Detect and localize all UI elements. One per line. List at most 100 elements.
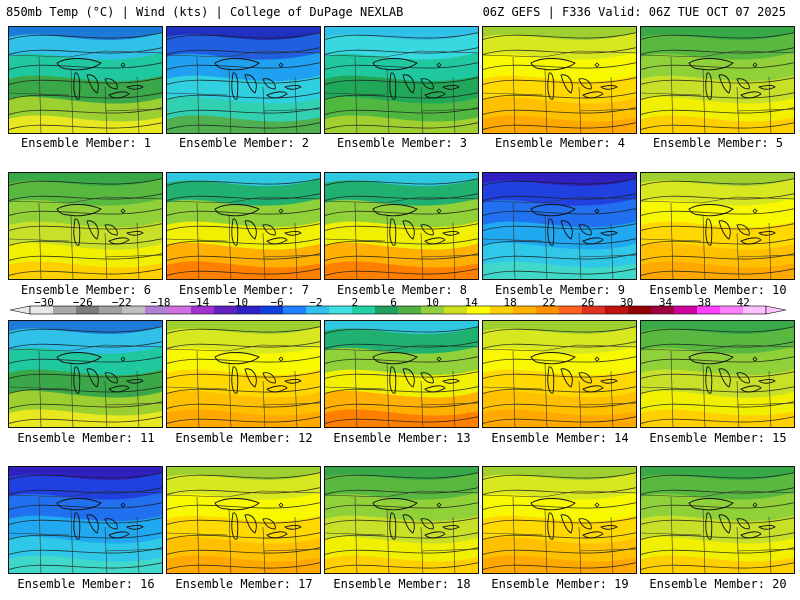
ensemble-member-label: Ensemble Member: 11 bbox=[17, 431, 155, 445]
colorbar-segment bbox=[720, 306, 744, 314]
temperature-field-map bbox=[483, 27, 636, 133]
ensemble-map-panel bbox=[640, 466, 795, 574]
colorbar-segment bbox=[99, 306, 123, 314]
ensemble-map-panel bbox=[8, 172, 163, 280]
ensemble-member-label: Ensemble Member: 1 bbox=[20, 136, 152, 150]
colorbar-segment bbox=[513, 306, 537, 314]
ensemble-map-panel bbox=[640, 172, 795, 280]
ensemble-map-panel bbox=[482, 172, 637, 280]
colorbar-tick: −22 bbox=[111, 296, 132, 309]
colorbar-segment bbox=[237, 306, 261, 314]
colorbar-segment bbox=[651, 306, 675, 314]
colorbar-tick: −10 bbox=[228, 296, 249, 309]
colorbar-segment bbox=[674, 306, 698, 314]
colorbar-tick: −30 bbox=[34, 296, 54, 309]
ensemble-map-panel bbox=[166, 26, 321, 134]
ensemble-map-panel bbox=[324, 26, 479, 134]
colorbar-tick: 10 bbox=[425, 296, 440, 309]
colorbar-segment bbox=[628, 306, 652, 314]
ensemble-map-panel bbox=[482, 466, 637, 574]
colorbar-segment bbox=[375, 306, 399, 314]
ensemble-map-panel bbox=[8, 320, 163, 428]
ensemble-map-panel bbox=[166, 320, 321, 428]
colorbar-segment bbox=[467, 306, 491, 314]
ensemble-member-label: Ensemble Member: 16 bbox=[17, 577, 155, 591]
colorbar-tick: −18 bbox=[150, 296, 171, 309]
ensemble-member-label: Ensemble Member: 6 bbox=[20, 283, 152, 297]
colorbar-segment bbox=[145, 306, 169, 314]
ensemble-map-panel bbox=[166, 466, 321, 574]
colorbar-tick: 18 bbox=[503, 296, 517, 309]
colorbar-segment bbox=[490, 306, 514, 314]
colorbar-tick: −14 bbox=[189, 296, 210, 309]
colorbar-segment bbox=[306, 306, 330, 314]
colorbar-segment bbox=[605, 306, 629, 314]
colorbar-segment bbox=[283, 306, 307, 314]
temperature-field-map bbox=[325, 173, 478, 279]
colorbar-segment bbox=[168, 306, 192, 314]
run-valid-time: 06Z GEFS | F336 Valid: 06Z TUE OCT 07 20… bbox=[482, 5, 786, 19]
temperature-field-map bbox=[9, 321, 162, 427]
temperature-field-map bbox=[325, 321, 478, 427]
temperature-field-map bbox=[641, 467, 794, 573]
colorbar-tick: −6 bbox=[270, 296, 284, 309]
ensemble-map-panel bbox=[324, 466, 479, 574]
ensemble-map-panel bbox=[324, 172, 479, 280]
temperature-field-map bbox=[641, 173, 794, 279]
temperature-field-map bbox=[483, 467, 636, 573]
ensemble-member-label: Ensemble Member: 12 bbox=[175, 431, 313, 445]
ensemble-map-panel bbox=[640, 26, 795, 134]
colorbar-segment bbox=[352, 306, 376, 314]
ensemble-member-label: Ensemble Member: 18 bbox=[333, 577, 471, 591]
ensemble-member-label: Ensemble Member: 2 bbox=[178, 136, 310, 150]
ensemble-map-panel bbox=[8, 466, 163, 574]
ensemble-member-label: Ensemble Member: 14 bbox=[491, 431, 629, 445]
colorbar-segment bbox=[582, 306, 606, 314]
colorbar-tick: 34 bbox=[658, 296, 673, 309]
temperature-field-map bbox=[641, 27, 794, 133]
colorbar-tick: 14 bbox=[464, 296, 478, 309]
colorbar-segment bbox=[76, 306, 100, 314]
temperature-field-map bbox=[167, 173, 320, 279]
ensemble-member-label: Ensemble Member: 4 bbox=[494, 136, 626, 150]
ensemble-member-label: Ensemble Member: 3 bbox=[336, 136, 468, 150]
colorbar-segment bbox=[122, 306, 146, 314]
ensemble-map-panel bbox=[482, 320, 637, 428]
colorbar-tick: 2 bbox=[351, 296, 359, 309]
ensemble-member-label: Ensemble Member: 17 bbox=[175, 577, 313, 591]
colorbar-segment bbox=[53, 306, 77, 314]
ensemble-map-panel bbox=[166, 172, 321, 280]
temperature-field-map bbox=[325, 27, 478, 133]
ensemble-member-label: Ensemble Member: 9 bbox=[494, 283, 626, 297]
ensemble-member-label: Ensemble Member: 7 bbox=[178, 283, 310, 297]
ensemble-member-label: Ensemble Member: 15 bbox=[649, 431, 787, 445]
ensemble-map-panel bbox=[8, 26, 163, 134]
temperature-field-map bbox=[9, 467, 162, 573]
temperature-field-map bbox=[167, 467, 320, 573]
ensemble-member-label: Ensemble Member: 19 bbox=[491, 577, 629, 591]
colorbar-segment bbox=[444, 306, 468, 314]
temperature-field-map bbox=[483, 173, 636, 279]
colorbar-segment bbox=[421, 306, 445, 314]
temperature-field-map bbox=[325, 467, 478, 573]
colorbar-tick: 22 bbox=[542, 296, 556, 309]
ensemble-member-label: Ensemble Member: 8 bbox=[336, 283, 468, 297]
colorbar-tick: −2 bbox=[309, 296, 323, 309]
colorbar-segment bbox=[559, 306, 583, 314]
ensemble-member-label: Ensemble Member: 20 bbox=[649, 577, 787, 591]
colorbar-segment bbox=[191, 306, 215, 314]
colorbar-tick: 26 bbox=[581, 296, 595, 309]
temperature-field-map bbox=[641, 321, 794, 427]
ensemble-map-panel bbox=[482, 26, 637, 134]
colorbar-segment bbox=[30, 306, 54, 314]
ensemble-map-panel bbox=[640, 320, 795, 428]
ensemble-map-panel bbox=[324, 320, 479, 428]
temperature-field-map bbox=[9, 173, 162, 279]
colorbar-segment bbox=[398, 306, 422, 314]
colorbar-segment bbox=[214, 306, 238, 314]
ensemble-member-label: Ensemble Member: 13 bbox=[333, 431, 471, 445]
temperature-field-map bbox=[167, 27, 320, 133]
ensemble-member-label: Ensemble Member: 5 bbox=[652, 136, 784, 150]
colorbar-segment bbox=[697, 306, 721, 314]
temperature-colorbar bbox=[10, 305, 786, 315]
